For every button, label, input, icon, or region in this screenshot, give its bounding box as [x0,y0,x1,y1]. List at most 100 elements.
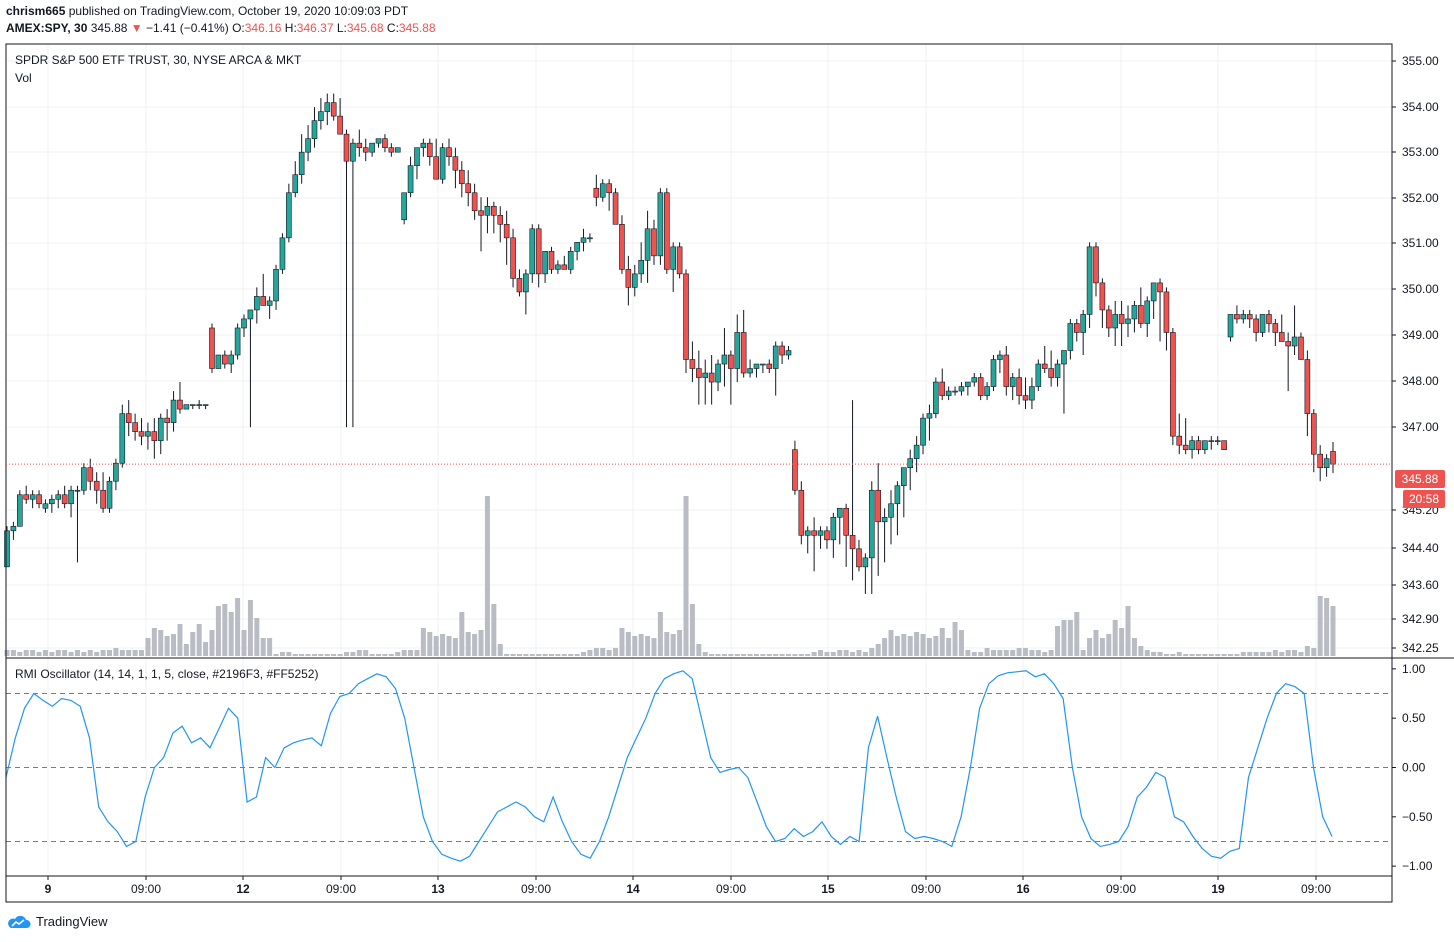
time-tick-label: 12 [236,882,250,896]
price-tick-label: 342.25 [1402,641,1439,655]
volume-bar [209,630,215,656]
candle-body [881,516,888,523]
candle-body [894,485,901,505]
price-badge-bg [1395,470,1445,488]
volume-bar [452,638,458,656]
candle-body [1163,291,1170,333]
candle-body [279,237,286,270]
high-value: 346.37 [296,21,334,35]
candle-body [644,228,651,261]
candle-body [1266,314,1272,324]
candle-body [183,404,190,410]
candle-body [862,557,869,568]
candle-body [1259,314,1266,333]
candle-body [1214,440,1221,442]
volume-bar [1099,638,1105,656]
volume-bar [4,650,10,656]
candle-body [760,363,766,366]
volume-bar [433,636,439,656]
candle-body [1086,246,1093,315]
candle-body [689,359,696,369]
volume-bar [523,654,529,656]
volume-bar [990,650,996,656]
volume-bar [1106,634,1112,656]
volume-bar [600,648,606,656]
candle-body [369,142,375,153]
volume-bar [465,632,471,656]
candle-body [1016,377,1022,396]
rmi-tick-label: 0.50 [1402,711,1426,725]
volume-bar [997,650,1003,656]
volume-bar [1035,650,1041,656]
volume-bar [1208,654,1214,656]
candle-body [1202,440,1208,450]
candle-body [638,260,644,275]
volume-bar [670,634,676,656]
volume-bar [235,598,241,656]
time-tick-label: 14 [626,882,640,896]
candle-body [394,147,401,153]
volume-bar [23,650,29,656]
tradingview-cloud-icon [8,915,31,928]
volume-bar [818,650,824,656]
candle-body [798,489,805,536]
candle-body [177,399,183,410]
volume-bar [606,650,612,656]
candle-body [1208,440,1215,442]
publisher-user[interactable]: chrism665 [6,4,66,18]
candle-body [971,377,978,383]
volume-bar [850,652,856,656]
candle-body [868,489,875,559]
volume-bar [1074,612,1080,656]
volume-bar [55,650,61,656]
candle-body [747,368,753,374]
candle-body [10,525,17,532]
axes: 355.00 354.00 353.00 352.00 351.00 350.00 349.… [5,43,1454,903]
volume-bar [1029,650,1035,656]
volume-bar [369,654,375,656]
candle-body [1067,323,1074,351]
volume-bar [920,634,926,656]
volume-bar [446,636,452,656]
volume-bar [356,650,362,656]
candle-body [465,183,472,194]
volume-bar [926,638,932,656]
volume-bar [241,630,247,656]
volume-bar [1163,654,1169,656]
candle-body [478,210,484,216]
candle-body [125,413,132,423]
volume-bar [1330,606,1336,656]
candle-body [1054,363,1061,378]
time-tick-label: 09:00 [131,882,161,896]
volume-bar [1131,638,1137,656]
price-tick-label: 344.40 [1402,541,1439,555]
volume-bar [17,652,23,656]
volume-bar [664,632,670,656]
volume-bar [805,654,811,656]
volume-bar [696,644,702,656]
volume-bar [299,654,305,656]
volume-bar [1016,648,1022,656]
candle-body [523,273,529,293]
volume-bar [677,630,683,656]
candle-body [1285,341,1291,347]
footer-logo[interactable]: TradingView [6,914,108,929]
candle-body [298,151,305,176]
candle-body [696,368,702,378]
volume-bar [267,638,273,656]
volume-bar [1324,598,1330,656]
candle-body [721,354,728,365]
volume-bar [1272,650,1278,656]
volume-bar [593,648,599,656]
candle-body [337,115,343,135]
volume-bar [1151,652,1157,656]
volume-bar [542,654,548,656]
volume-bar [497,644,503,656]
volume-bar [1112,620,1118,656]
candle-body [157,417,164,441]
candle-body [753,363,760,369]
candle-body [1125,318,1131,324]
volume-bar [1215,654,1221,656]
candle-body [599,183,606,198]
